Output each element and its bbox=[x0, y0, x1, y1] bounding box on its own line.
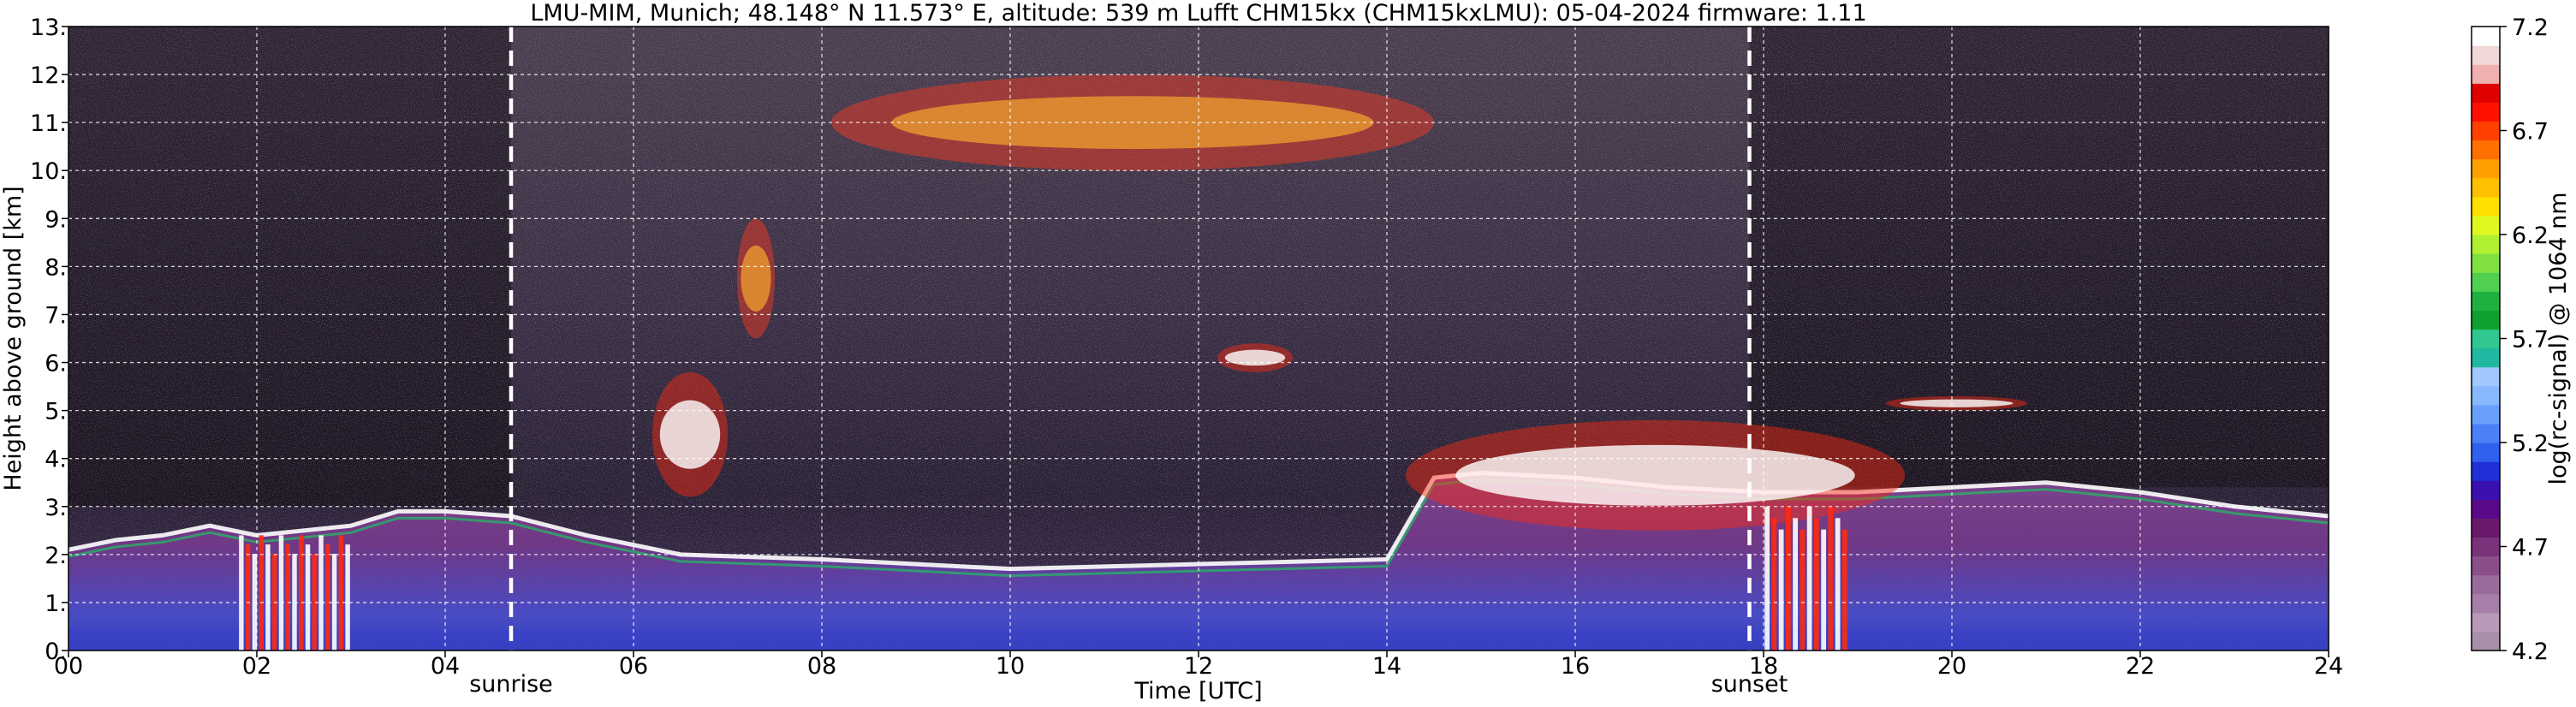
x-tick-label: 10 bbox=[996, 653, 1025, 680]
colorbar-segment bbox=[2472, 329, 2500, 349]
colorbar-segment bbox=[2472, 310, 2500, 330]
y-tick-label: 9. bbox=[45, 206, 67, 233]
y-tick-label: 10. bbox=[30, 158, 67, 185]
cloud-core bbox=[1900, 399, 2014, 407]
colorbar-segment bbox=[2472, 366, 2500, 387]
cloud-core bbox=[659, 400, 721, 469]
precipitation-streaks bbox=[239, 535, 350, 651]
colorbar-label: log(rc-signal) @ 1064 nm bbox=[2545, 192, 2572, 484]
colorbar-segment bbox=[2472, 291, 2500, 311]
colorbar-segment bbox=[2472, 574, 2500, 595]
sunset-label: sunset bbox=[1711, 671, 1788, 698]
chart-title: LMU-MIM, Munich; 48.148° N 11.573° E, al… bbox=[530, 0, 1866, 27]
y-tick-label: 2. bbox=[45, 543, 67, 569]
y-tick-label: 13. bbox=[30, 15, 67, 41]
colorbar: 4.2 4.7 5.2 5.7 6.2 6.7 7.2 log(rc-signal) @ 10… bbox=[2471, 15, 2572, 665]
colorbar-segment bbox=[2472, 272, 2500, 292]
colorbar-tick-label: 7.2 bbox=[2512, 15, 2549, 41]
y-tick-label: 1. bbox=[45, 591, 67, 617]
colorbar-segment bbox=[2472, 177, 2500, 198]
x-axis-label: Time [UTC] bbox=[1133, 678, 1262, 704]
colorbar-segment bbox=[2472, 27, 2500, 46]
colorbar-segment bbox=[2472, 348, 2500, 368]
y-tick-label: 12. bbox=[30, 62, 67, 89]
y-tick-label: 8. bbox=[45, 254, 67, 281]
colorbar-segment bbox=[2472, 631, 2500, 651]
y-tick-label: 6. bbox=[45, 351, 67, 377]
colorbar-segment bbox=[2472, 121, 2500, 141]
boundary-layer-area bbox=[68, 472, 2329, 651]
colorbar-tick-label: 5.7 bbox=[2512, 327, 2549, 354]
x-tick-label: 04 bbox=[431, 653, 460, 680]
colorbar-segment bbox=[2472, 537, 2500, 557]
y-tick-label: 5. bbox=[45, 399, 67, 425]
colorbar-segment bbox=[2472, 423, 2500, 443]
colorbar-segment bbox=[2472, 404, 2500, 425]
colorbar-segment bbox=[2472, 102, 2500, 122]
colorbar-segment bbox=[2472, 215, 2500, 235]
x-tick-label: 20 bbox=[1937, 653, 1966, 680]
y-tick-label: 0. bbox=[45, 639, 67, 665]
y-tick-label: 3. bbox=[45, 495, 67, 521]
y-tick-label: 11. bbox=[30, 110, 67, 137]
x-tick-label: 06 bbox=[619, 653, 648, 680]
cirrus-core bbox=[741, 245, 771, 312]
x-tick-label: 02 bbox=[242, 653, 271, 680]
colorbar-segment bbox=[2472, 45, 2500, 65]
x-tick-label: 24 bbox=[2314, 653, 2343, 680]
colorbar-tick-label: 4.7 bbox=[2512, 535, 2549, 561]
sunrise-label: sunrise bbox=[469, 671, 553, 698]
x-tick-label: 08 bbox=[807, 653, 836, 680]
axes: sunrise sunset 00 02 04 06 08 10 12 14 16 18 20 22 24 0… bbox=[0, 0, 2343, 704]
colorbar-segment bbox=[2472, 499, 2500, 519]
x-tick-label: 12 bbox=[1184, 653, 1213, 680]
colorbar-segment bbox=[2472, 253, 2500, 273]
colorbar-tick-label: 6.7 bbox=[2512, 119, 2549, 146]
x-tick-label: 14 bbox=[1372, 653, 1401, 680]
x-tick-label: 22 bbox=[2126, 653, 2155, 680]
plot-area bbox=[68, 27, 2329, 651]
colorbar-segment bbox=[2472, 235, 2500, 254]
colorbar-segment bbox=[2472, 461, 2500, 481]
colorbar-segment bbox=[2472, 556, 2500, 576]
colorbar-tick-label: 5.2 bbox=[2512, 431, 2549, 457]
colorbar-segment bbox=[2472, 158, 2500, 179]
colorbar-segment bbox=[2472, 612, 2500, 633]
colorbar-segment bbox=[2472, 385, 2500, 406]
colorbar-segment bbox=[2472, 518, 2500, 538]
precipitation-streaks bbox=[1764, 506, 1847, 651]
y-axis-label: Height above ground [km] bbox=[0, 186, 27, 490]
y-tick-label: 7. bbox=[45, 302, 67, 329]
colorbar-segment bbox=[2472, 196, 2500, 217]
colorbar-tick-label: 6.2 bbox=[2512, 223, 2549, 249]
cloud-core bbox=[1455, 444, 1855, 506]
colorbar-tick-label: 4.2 bbox=[2512, 639, 2549, 665]
colorbar-segment bbox=[2472, 64, 2500, 84]
colorbar-segment bbox=[2472, 83, 2500, 103]
colorbar-segment bbox=[2472, 443, 2500, 462]
colorbar-segment bbox=[2472, 140, 2500, 160]
cloud-core bbox=[1224, 349, 1286, 366]
x-tick-label: 00 bbox=[54, 653, 83, 680]
y-tick-label: 4. bbox=[45, 447, 67, 473]
colorbar-segment bbox=[2472, 593, 2500, 614]
x-tick-label: 18 bbox=[1749, 653, 1778, 680]
colorbar-segment bbox=[2472, 480, 2500, 500]
x-tick-label: 16 bbox=[1561, 653, 1590, 680]
